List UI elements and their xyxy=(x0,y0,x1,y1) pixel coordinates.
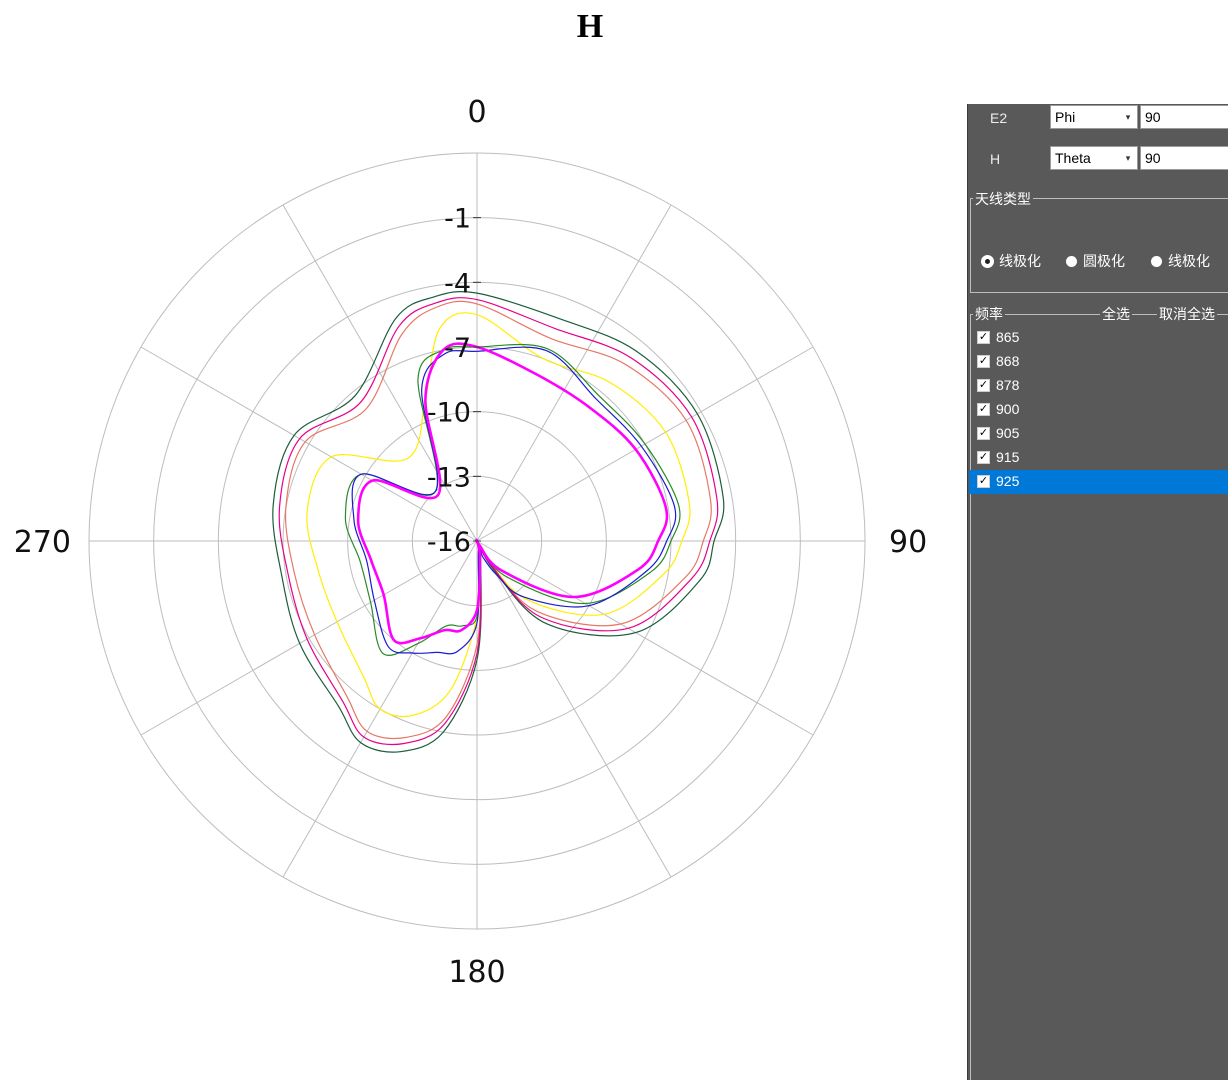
frequency-title: 频率 xyxy=(973,304,1005,324)
frequency-label: 925 xyxy=(996,473,1020,489)
angle-input-e2[interactable]: 90 xyxy=(1140,105,1228,129)
checkbox-checked-icon[interactable]: ✓ xyxy=(977,427,990,440)
series-line-905 xyxy=(278,297,719,746)
radio-checked-icon xyxy=(982,256,993,267)
chart-title: H xyxy=(576,8,604,45)
polar-chart: -1 -4 -7 -10 -13 -16 0 90 180 270 xyxy=(14,95,927,990)
settings-panel: E2 Phi ▾ 90 H Theta ▾ 90 天线类型 线极化 圆极化 线极… xyxy=(967,104,1228,1080)
checkbox-checked-icon[interactable]: ✓ xyxy=(977,403,990,416)
radio-circular[interactable]: 圆极化 xyxy=(1066,251,1125,271)
grid-spoke xyxy=(476,540,672,878)
checkbox-checked-icon[interactable]: ✓ xyxy=(977,355,990,368)
freq-group-border-top xyxy=(970,314,1228,315)
series-line-878 xyxy=(306,312,691,718)
angle-input-e2-value: 90 xyxy=(1145,109,1161,125)
frequency-label: 915 xyxy=(996,449,1020,465)
series-line-865 xyxy=(272,291,725,753)
plane-select-h[interactable]: Theta ▾ xyxy=(1050,146,1138,170)
radial-tick-label: -4 xyxy=(444,268,471,299)
radial-tick-label: -16 xyxy=(427,527,471,558)
radial-tick-label: -13 xyxy=(427,462,471,493)
frequency-label: 905 xyxy=(996,425,1020,441)
frequency-label: 878 xyxy=(996,377,1020,393)
chevron-down-icon[interactable]: ▾ xyxy=(1125,153,1131,163)
radio-icon xyxy=(1066,256,1077,267)
frequency-label: 900 xyxy=(996,401,1020,417)
plane-label-e2: E2 xyxy=(990,110,1008,126)
angle-label: 90 xyxy=(889,525,927,560)
polar-series xyxy=(272,291,725,753)
group-border-bottom xyxy=(970,292,1228,293)
radio-linear-2[interactable]: 线极化 xyxy=(1151,251,1210,271)
series-line-915 xyxy=(351,346,677,655)
plane-label-h: H xyxy=(990,151,1001,167)
grid-spoke xyxy=(476,540,814,736)
radio-icon xyxy=(1151,256,1162,267)
polar-labels: -1 -4 -7 -10 -13 -16 0 90 180 270 xyxy=(14,95,927,990)
angle-label: 270 xyxy=(14,525,71,560)
group-border-left xyxy=(970,198,971,292)
plane-select-e2[interactable]: Phi ▾ xyxy=(1050,105,1138,129)
series-line-925 xyxy=(356,342,669,645)
angle-input-h-value: 90 xyxy=(1145,150,1161,166)
deselect-all-button[interactable]: 取消全选 xyxy=(1157,304,1217,324)
group-border-top xyxy=(970,198,1228,199)
checkbox-checked-icon[interactable]: ✓ xyxy=(977,475,990,488)
plane-select-h-value: Theta xyxy=(1055,150,1091,166)
frequency-item[interactable]: ✓ 900 xyxy=(974,398,1228,422)
frequency-item[interactable]: ✓ 878 xyxy=(974,374,1228,398)
radial-tick-label: -1 xyxy=(444,204,471,235)
checkbox-checked-icon[interactable]: ✓ xyxy=(977,379,990,392)
radio-circular-label: 圆极化 xyxy=(1083,253,1125,269)
grid-spoke xyxy=(140,346,478,542)
select-all-button[interactable]: 全选 xyxy=(1100,304,1132,324)
chevron-down-icon[interactable]: ▾ xyxy=(1125,112,1131,122)
frequency-item[interactable]: ✓ 868 xyxy=(974,350,1228,374)
radio-linear-1[interactable]: 线极化 xyxy=(982,251,1041,271)
checkbox-checked-icon[interactable]: ✓ xyxy=(977,451,990,464)
frequency-label: 865 xyxy=(996,329,1020,345)
frequency-item[interactable]: ✓ 915 xyxy=(974,446,1228,470)
frequency-item[interactable]: ✓ 905 xyxy=(974,422,1228,446)
frequency-label: 868 xyxy=(996,353,1020,369)
frequency-item[interactable]: ✓ 925 xyxy=(969,470,1228,494)
angle-label: 180 xyxy=(448,955,505,990)
checkbox-checked-icon[interactable]: ✓ xyxy=(977,331,990,344)
antenna-type-title: 天线类型 xyxy=(973,189,1033,209)
radio-linear-2-label: 线极化 xyxy=(1168,253,1210,269)
angle-input-h[interactable]: 90 xyxy=(1140,146,1228,170)
grid-spoke xyxy=(140,540,478,736)
plane-select-e2-value: Phi xyxy=(1055,109,1076,125)
freq-group-border-left xyxy=(970,314,971,1080)
frequency-item[interactable]: ✓ 865 xyxy=(974,326,1228,350)
series-line-900 xyxy=(344,343,681,656)
grid-spoke xyxy=(282,204,478,542)
angle-label: 0 xyxy=(467,95,486,130)
radial-tick-label: -10 xyxy=(427,398,471,429)
radio-linear-1-label: 线极化 xyxy=(999,253,1041,269)
radial-tick-label: -7 xyxy=(444,333,471,364)
